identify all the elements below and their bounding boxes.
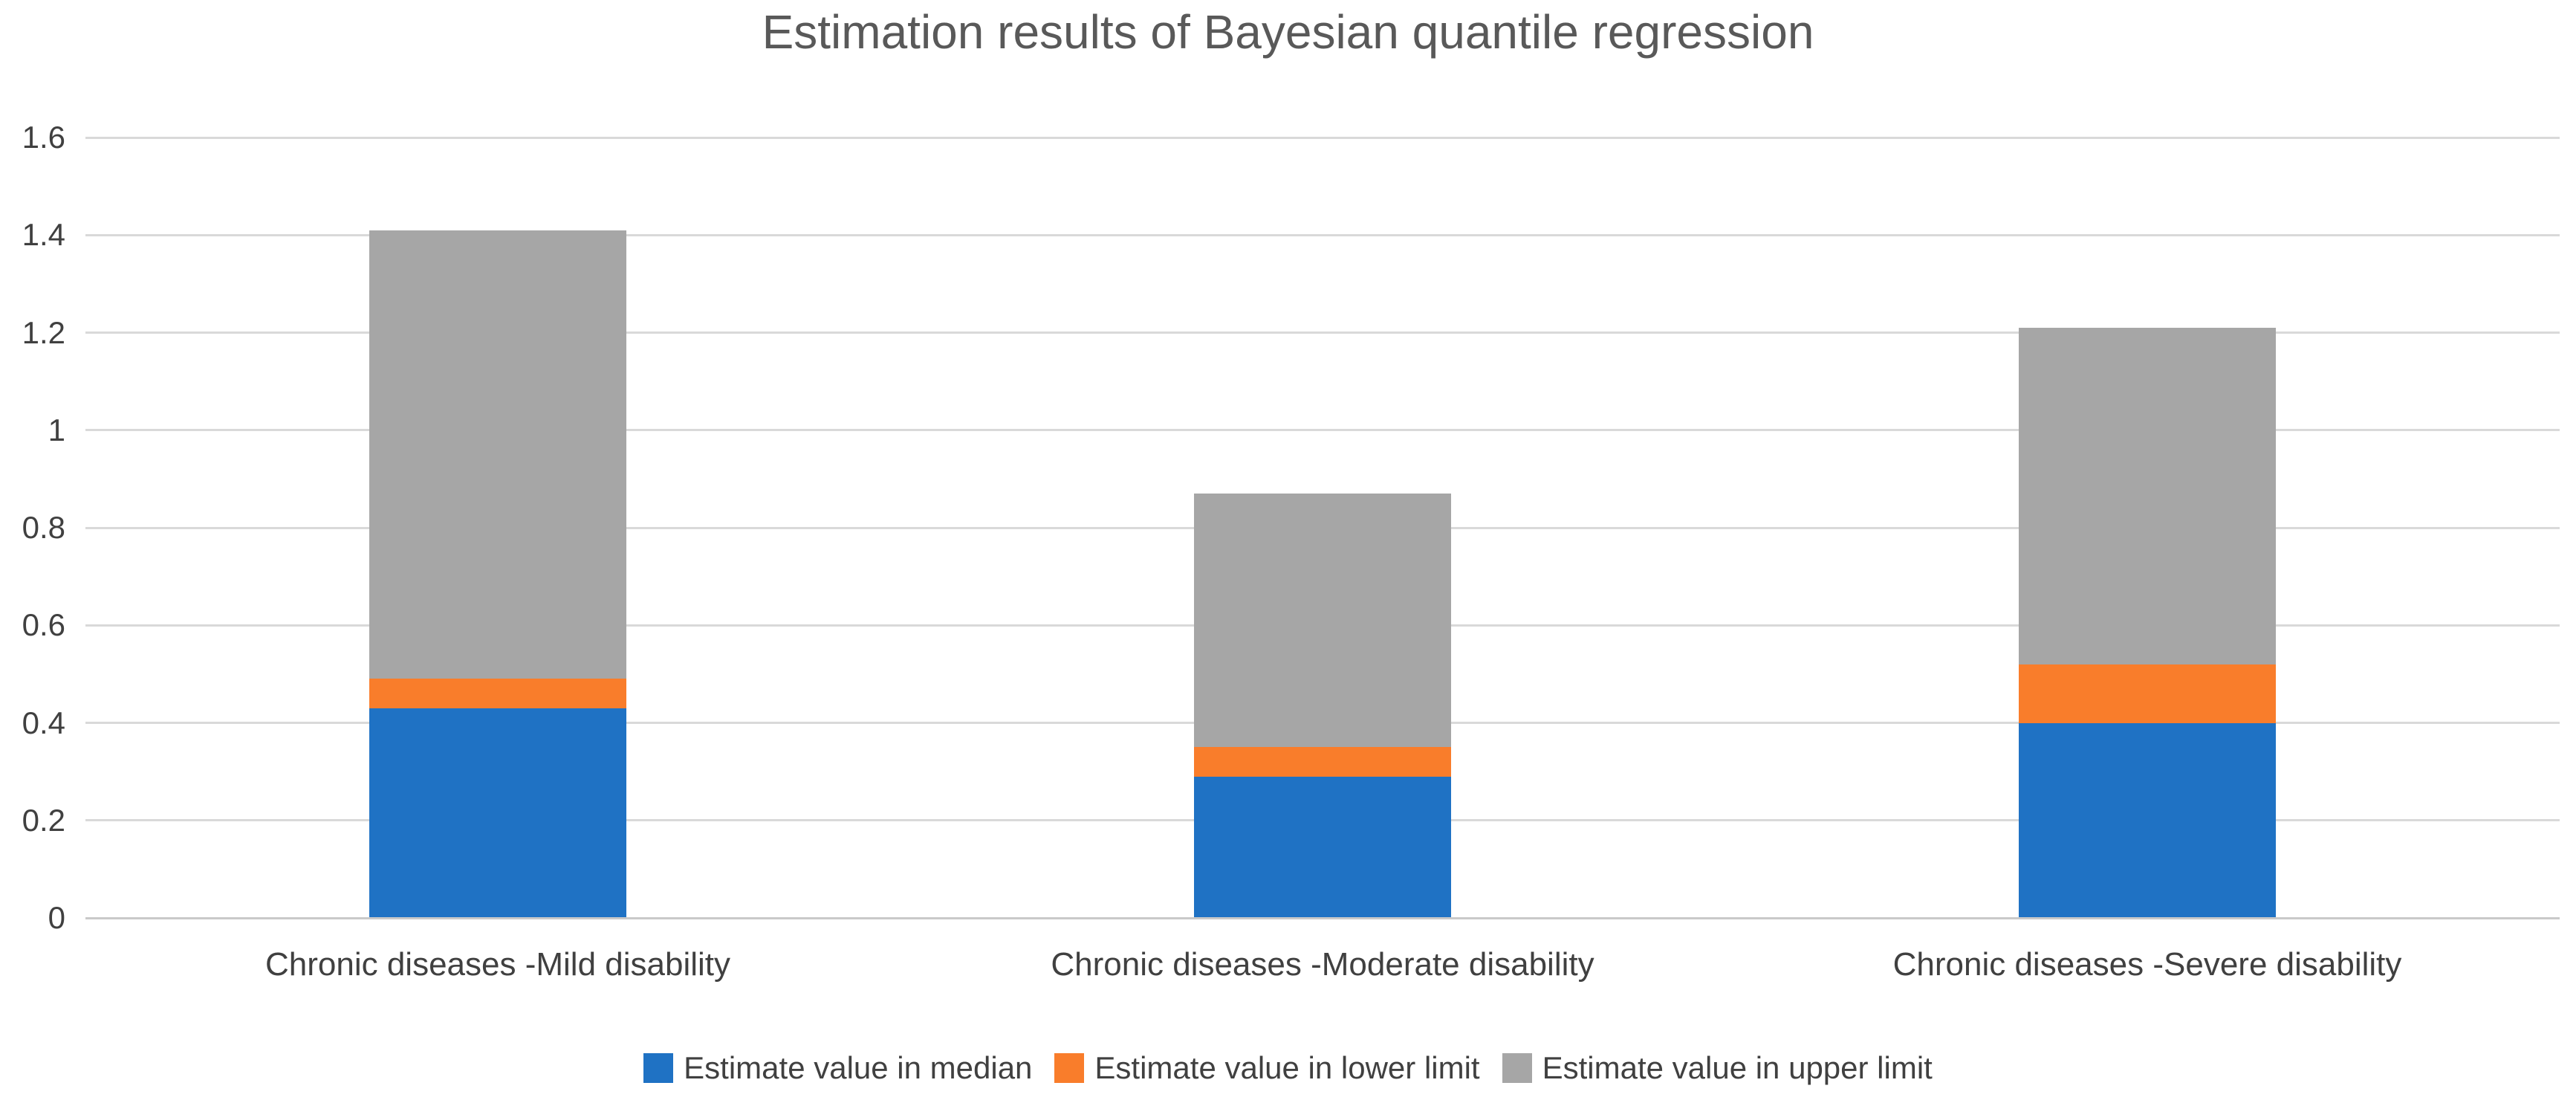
- gridline-y-1.4: [85, 233, 2560, 236]
- legend-swatch-icon: [1054, 1053, 1085, 1083]
- bar-segment-limit: [1194, 747, 1451, 777]
- y-tick-label: 0.2: [22, 802, 65, 838]
- bar-segment-median: [1194, 776, 1451, 918]
- legend-swatch-icon: [643, 1053, 674, 1083]
- y-tick-label: 1: [48, 412, 65, 447]
- y-tick-label: 1.6: [22, 120, 65, 155]
- legend: Estimate value in median Estimate value i…: [0, 1050, 2576, 1086]
- gridline-y-1.2: [85, 331, 2560, 334]
- y-tick-label: 1.4: [22, 217, 65, 253]
- legend-label: Estimate value in lower limit: [1094, 1050, 1480, 1085]
- legend-item: Estimate value in lower limit: [1054, 1050, 1480, 1086]
- bar-segment-limit: [2019, 664, 2276, 723]
- y-tick-label: 0.6: [22, 607, 65, 643]
- y-tick-label: 1.2: [22, 314, 65, 350]
- legend-item: Estimate value in upper limit: [1502, 1050, 1933, 1086]
- bar-segment-limit: [1194, 494, 1451, 748]
- bar-group-1: [369, 230, 626, 918]
- bar-segment-limit: [2019, 327, 2276, 664]
- gridline-y-1: [85, 429, 2560, 432]
- bar-segment-median: [369, 708, 626, 918]
- legend-label: Estimate value in upper limit: [1542, 1050, 1933, 1085]
- bar-segment-limit: [369, 679, 626, 708]
- bar-segment-median: [2019, 722, 2276, 918]
- x-axis-category-label: Chronic diseases -Mild disability: [265, 946, 730, 983]
- y-tick-label: 0.8: [22, 510, 65, 545]
- x-axis-category-label: Chronic diseases -Severe disability: [1892, 946, 2402, 983]
- chart-title: Estimation results of Bayesian quantile …: [762, 5, 1814, 59]
- legend-item: Estimate value in median: [643, 1050, 1032, 1086]
- x-axis-line: [85, 916, 2560, 919]
- gridline-y-1.6: [85, 136, 2560, 139]
- y-tick-label: 0: [48, 900, 65, 935]
- legend-swatch-icon: [1502, 1053, 1532, 1083]
- y-tick-label: 0.4: [22, 705, 65, 740]
- legend-label: Estimate value in median: [684, 1050, 1033, 1085]
- x-axis-category-label: Chronic diseases -Moderate disability: [1051, 946, 1594, 983]
- bar-group-3: [2019, 327, 2276, 918]
- bar-segment-limit: [369, 230, 626, 679]
- bar-group-2: [1194, 494, 1451, 918]
